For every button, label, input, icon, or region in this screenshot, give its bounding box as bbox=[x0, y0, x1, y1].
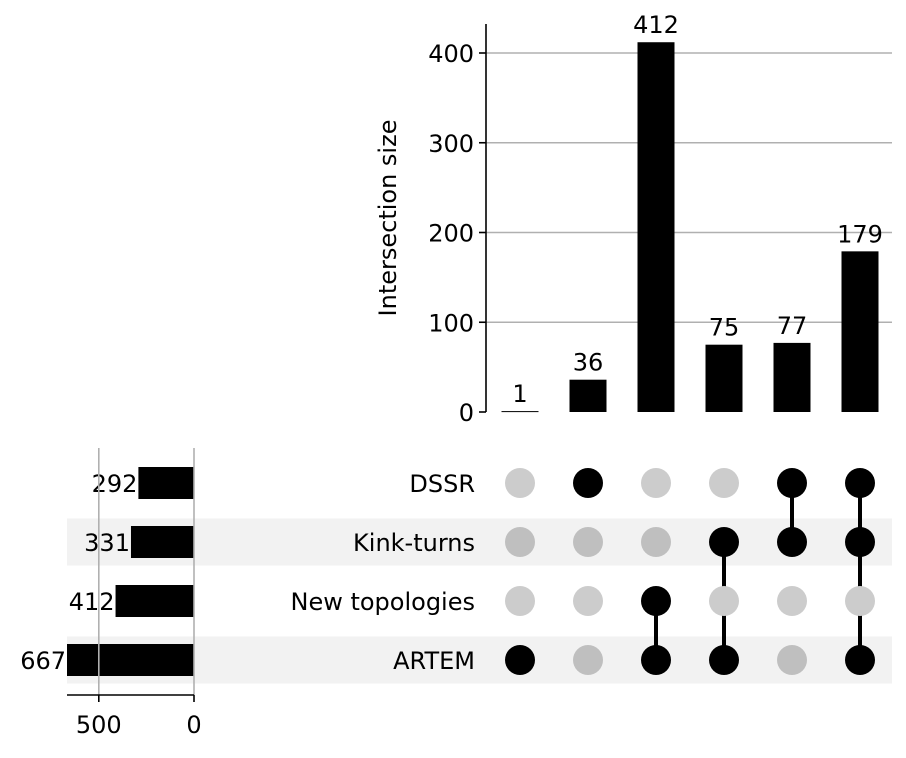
row-shade-artem bbox=[67, 636, 892, 684]
matrix-row-shading bbox=[67, 518, 892, 684]
intersection-value-label-5: 77 bbox=[777, 312, 808, 340]
y-tick-label-200: 200 bbox=[428, 220, 474, 248]
intersection-value-label-3: 412 bbox=[633, 11, 679, 39]
matrix-connector-lines bbox=[654, 483, 862, 660]
matrix-dot-5-kink-turns-active bbox=[777, 527, 807, 557]
matrix-dot-4-dssr-inactive bbox=[709, 468, 739, 498]
matrix-dot-3-kink-turns-inactive bbox=[641, 527, 671, 557]
intersection-gridlines bbox=[486, 52, 892, 324]
matrix-dot-3-new-topologies-active bbox=[641, 586, 671, 616]
matrix-dot-4-new-topologies-inactive bbox=[709, 586, 739, 616]
matrix-dot-1-artem-active bbox=[505, 645, 535, 675]
set-size-x-axis: 500 0 bbox=[67, 448, 202, 739]
matrix-dot-6-artem-active bbox=[845, 645, 875, 675]
matrix-dot-1-new-topologies-inactive bbox=[505, 586, 535, 616]
matrix-dot-5-artem-inactive bbox=[777, 645, 807, 675]
y-tick-label-400: 400 bbox=[428, 40, 474, 68]
matrix-dots bbox=[505, 468, 875, 675]
matrix-dot-1-kink-turns-inactive bbox=[505, 527, 535, 557]
set-name-labels: DSSR Kink-turns New topologies ARTEM bbox=[290, 470, 475, 675]
matrix-dot-4-artem-active bbox=[709, 645, 739, 675]
y-tick-label-0: 0 bbox=[459, 399, 474, 427]
matrix-dot-6-dssr-active bbox=[845, 468, 875, 498]
y-tick-label-300: 300 bbox=[428, 130, 474, 158]
matrix-dot-2-dssr-active bbox=[573, 468, 603, 498]
matrix-dot-3-artem-active bbox=[641, 645, 671, 675]
intersection-y-axis: 0 100 200 300 400 bbox=[428, 24, 487, 427]
matrix-dot-3-dssr-inactive bbox=[641, 468, 671, 498]
set-size-label-new-topologies: 412 bbox=[69, 588, 115, 616]
set-size-bar-new-topologies bbox=[115, 585, 194, 617]
intersection-value-label-1: 1 bbox=[512, 380, 527, 408]
matrix-dot-5-new-topologies-inactive bbox=[777, 586, 807, 616]
intersection-value-label-6: 179 bbox=[837, 220, 883, 248]
y-axis-label: Intersection size bbox=[374, 120, 402, 317]
set-size-label-artem: 667 bbox=[20, 647, 66, 675]
matrix-dot-4-kink-turns-active bbox=[709, 527, 739, 557]
intersection-bar-5 bbox=[773, 342, 811, 412]
intersection-bar-1 bbox=[501, 411, 539, 413]
matrix-dot-2-artem-inactive bbox=[573, 645, 603, 675]
set-label-new-topologies: New topologies bbox=[290, 588, 475, 616]
set-size-bar-dssr bbox=[138, 467, 194, 499]
matrix-dot-6-new-topologies-inactive bbox=[845, 586, 875, 616]
intersection-bar-4 bbox=[705, 344, 743, 412]
matrix-dot-5-dssr-active bbox=[777, 468, 807, 498]
matrix-dot-1-dssr-inactive bbox=[505, 468, 535, 498]
set-size-bars bbox=[67, 467, 194, 676]
matrix-dot-6-kink-turns-active bbox=[845, 527, 875, 557]
set-label-dssr: DSSR bbox=[409, 470, 475, 498]
intersection-bar-6 bbox=[841, 251, 879, 412]
intersection-value-label-4: 75 bbox=[709, 314, 740, 342]
set-label-kink-turns: Kink-turns bbox=[353, 529, 475, 557]
matrix-dot-2-kink-turns-inactive bbox=[573, 527, 603, 557]
set-tick-label-500: 500 bbox=[76, 711, 122, 739]
intersection-bar-2 bbox=[569, 379, 607, 412]
intersection-bar-3 bbox=[637, 42, 675, 412]
y-tick-label-100: 100 bbox=[428, 309, 474, 337]
set-size-label-kink-turns: 331 bbox=[84, 529, 130, 557]
intersection-value-labels: 1 36 412 75 77 179 bbox=[512, 11, 883, 408]
set-tick-label-0: 0 bbox=[186, 711, 201, 739]
row-shade-kink-turns bbox=[67, 518, 892, 566]
intersection-bars bbox=[501, 42, 879, 413]
set-label-artem: ARTEM bbox=[393, 647, 475, 675]
matrix-dot-2-new-topologies-inactive bbox=[573, 586, 603, 616]
set-size-bar-kink-turns bbox=[130, 526, 194, 558]
intersection-value-label-2: 36 bbox=[573, 349, 604, 377]
set-size-bar-artem bbox=[67, 644, 194, 676]
